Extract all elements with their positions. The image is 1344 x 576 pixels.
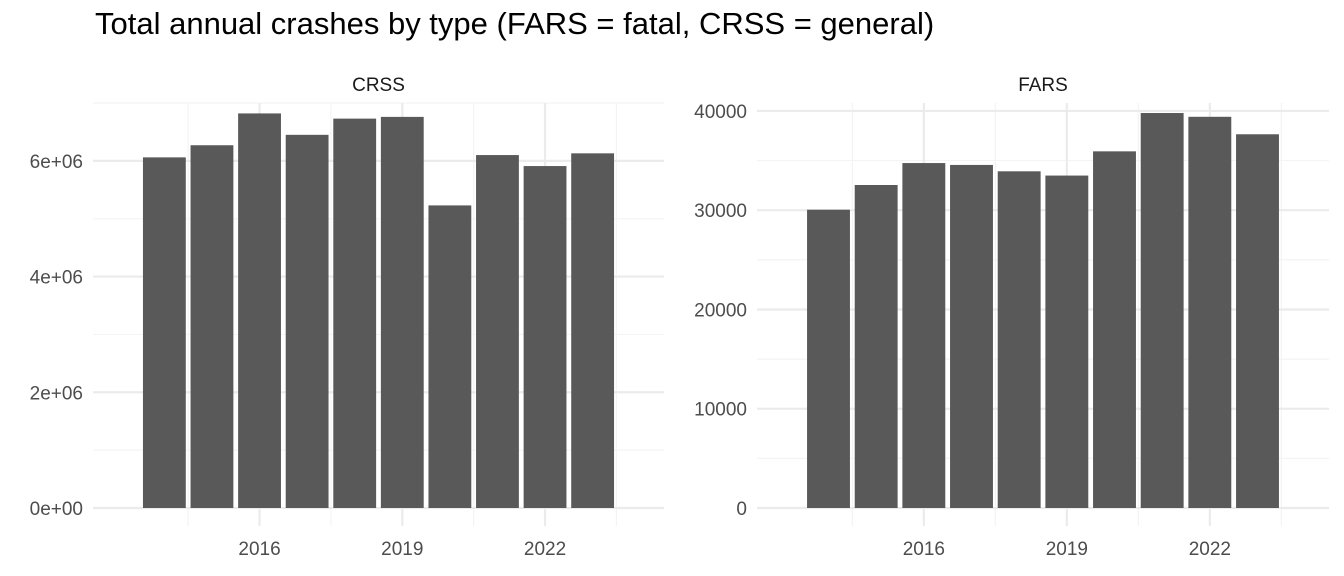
fars-bar-2015	[854, 184, 898, 508]
crss-bar-2022	[523, 166, 567, 509]
fars-y-tick-label: 0	[736, 499, 747, 520]
crss-bar-2020	[428, 205, 472, 508]
fars-x-tick-label: 2016	[903, 539, 945, 560]
crss-bar-2017	[285, 134, 329, 509]
crss-y-tick-label: 4e+06	[30, 268, 83, 289]
fars-bar-2020	[1093, 151, 1136, 508]
fars-y-tick-label: 30000	[694, 201, 747, 222]
fars-panel-label: FARS	[1018, 75, 1068, 96]
fars-bar-2017	[950, 164, 993, 509]
crss-bar-2018	[333, 118, 377, 508]
crss-bar-2016	[238, 113, 281, 509]
fars-bar-2014	[807, 209, 850, 508]
crss-x-tick-label: 2016	[238, 539, 280, 560]
crss-y-tick-label: 6e+06	[30, 152, 83, 173]
fars-y-tick-label: 40000	[694, 102, 747, 123]
crss-y-tick-label: 0e+00	[30, 499, 83, 520]
crss-panel-label: CRSS	[352, 75, 405, 96]
fars-x-tick-label: 2019	[1046, 539, 1088, 560]
chart-title: Total annual crashes by type (FARS = fat…	[95, 6, 935, 41]
fars-bar-2023	[1236, 134, 1279, 509]
crss-bar-2015	[190, 145, 234, 508]
crss-x-tick-label: 2022	[524, 539, 566, 560]
crss-bar-2019	[380, 116, 424, 508]
fars-x-tick-label: 2022	[1189, 539, 1231, 560]
crss-x-tick-label: 2019	[381, 539, 423, 560]
crss-y-tick-label: 2e+06	[30, 383, 83, 404]
crss-bar-2014	[142, 157, 186, 508]
fars-bar-2022	[1188, 116, 1232, 508]
crss-bar-2023	[571, 153, 615, 509]
fars-bar-2018	[997, 171, 1041, 508]
fars-bar-2021	[1140, 113, 1184, 509]
crss-bar-2021	[476, 155, 519, 509]
fars-bar-2016	[902, 163, 946, 508]
fars-bar-2019	[1045, 175, 1089, 508]
fars-y-tick-label: 10000	[694, 400, 747, 421]
fars-y-tick-label: 20000	[694, 300, 747, 321]
